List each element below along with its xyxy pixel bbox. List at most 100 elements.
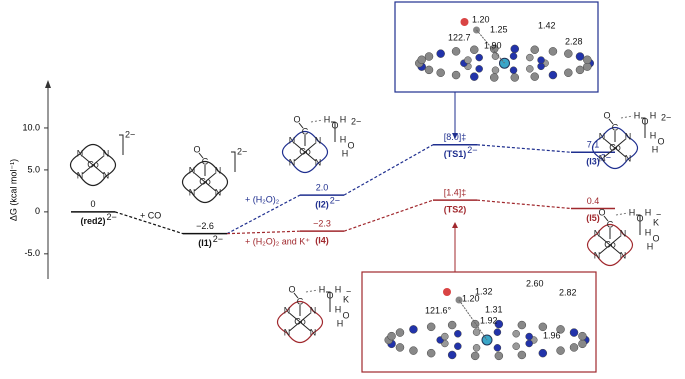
- atom: [512, 342, 520, 351]
- atom: [548, 70, 558, 80]
- value-label: −2.6: [196, 221, 214, 231]
- atom: [470, 319, 480, 329]
- bond: [458, 299, 488, 341]
- bond: [194, 172, 206, 183]
- complex-charge: 2−: [351, 116, 361, 126]
- atom: [494, 351, 504, 361]
- atom-label: N: [625, 153, 632, 163]
- atom: [436, 49, 445, 58]
- atom-label: N: [594, 250, 601, 260]
- annotation: + CO: [140, 210, 161, 220]
- h-bond: [310, 119, 324, 123]
- bond: [92, 164, 104, 175]
- atom: [460, 18, 469, 26]
- atom: [409, 346, 418, 355]
- axis-arrow: [45, 80, 51, 88]
- distance-label: 122.7: [448, 32, 471, 42]
- distance-label: 1.25: [490, 24, 508, 34]
- atom: [387, 331, 396, 341]
- atom-label: H: [652, 144, 659, 154]
- atom-label: H: [324, 114, 331, 124]
- bond: [304, 142, 316, 153]
- atom-label: H: [647, 241, 654, 251]
- atom-label: N: [103, 148, 110, 158]
- atom: [454, 342, 462, 351]
- atom: [493, 344, 502, 352]
- atom-label: O: [293, 114, 300, 124]
- atom-label: O: [603, 110, 610, 120]
- atom: [441, 332, 449, 341]
- bond: [289, 312, 301, 323]
- species-charge: 2−: [107, 212, 117, 222]
- atom: [530, 45, 539, 54]
- value-label: [1.4]‡: [444, 187, 467, 197]
- h-bond: [615, 212, 629, 216]
- atom: [526, 53, 534, 62]
- species-charge: 2−: [213, 234, 223, 244]
- atom: [537, 62, 545, 71]
- y-tick-label: 0: [35, 206, 40, 216]
- species-charge: 2−: [467, 145, 477, 155]
- atom-label: N: [599, 153, 606, 163]
- bond: [604, 147, 616, 158]
- bond: [194, 181, 206, 192]
- distance-label: 2.28: [565, 36, 583, 46]
- species-label: (I2): [315, 199, 329, 209]
- atom: [538, 322, 548, 332]
- atom: [475, 53, 483, 62]
- atom: [424, 65, 434, 75]
- atom-label: O: [288, 284, 295, 294]
- atom: [526, 65, 534, 73]
- y-tick-label: 10.0: [22, 122, 40, 132]
- atom: [569, 343, 579, 352]
- atom: [510, 73, 520, 82]
- atom: [493, 328, 502, 336]
- atom: [409, 325, 418, 334]
- species-label: (I1): [198, 238, 212, 248]
- distance-label: 121.6°: [425, 305, 452, 315]
- bond: [92, 155, 104, 166]
- atom-label: C: [612, 122, 619, 132]
- atom: [578, 331, 587, 341]
- distance-label: 1.20: [472, 14, 490, 24]
- connector: [226, 194, 301, 235]
- connector: [476, 199, 572, 210]
- distance-label: 1.92: [480, 315, 498, 325]
- species-label: (I4): [315, 236, 329, 246]
- atom-label: Co: [294, 316, 306, 326]
- atom-label: N: [77, 148, 84, 158]
- atom: [578, 339, 587, 349]
- atom: [470, 351, 480, 361]
- atom: [583, 55, 592, 65]
- species-charge: 2−: [330, 195, 340, 205]
- atom-label: Co: [299, 146, 311, 156]
- annotation: + (H₂O)₂ and K⁺: [245, 236, 310, 246]
- connector: [114, 211, 184, 235]
- atom: [575, 52, 585, 61]
- atom-label: N: [625, 131, 632, 141]
- bond: [298, 122, 304, 129]
- complex-charge: 2−: [237, 146, 247, 156]
- atom-label: N: [189, 165, 196, 175]
- y-tick-label: 5.0: [27, 164, 40, 174]
- species-label: (TS1): [444, 149, 467, 159]
- atom-label: H: [650, 110, 657, 120]
- atom-label: N: [594, 228, 601, 238]
- bond: [294, 151, 306, 162]
- bracket: [636, 214, 641, 235]
- bond: [82, 155, 94, 166]
- atom: [494, 319, 504, 329]
- atom: [395, 343, 405, 352]
- atom: [517, 350, 527, 360]
- atom-label: O: [598, 207, 605, 217]
- species-label: (TS2): [444, 204, 467, 214]
- atom-label: N: [315, 135, 322, 145]
- atom: [525, 339, 533, 348]
- bond: [198, 152, 204, 159]
- atom: [426, 322, 436, 332]
- atom-label: H: [335, 304, 342, 314]
- atom-label: N: [620, 228, 627, 238]
- bond: [603, 215, 609, 222]
- atom: [512, 329, 520, 338]
